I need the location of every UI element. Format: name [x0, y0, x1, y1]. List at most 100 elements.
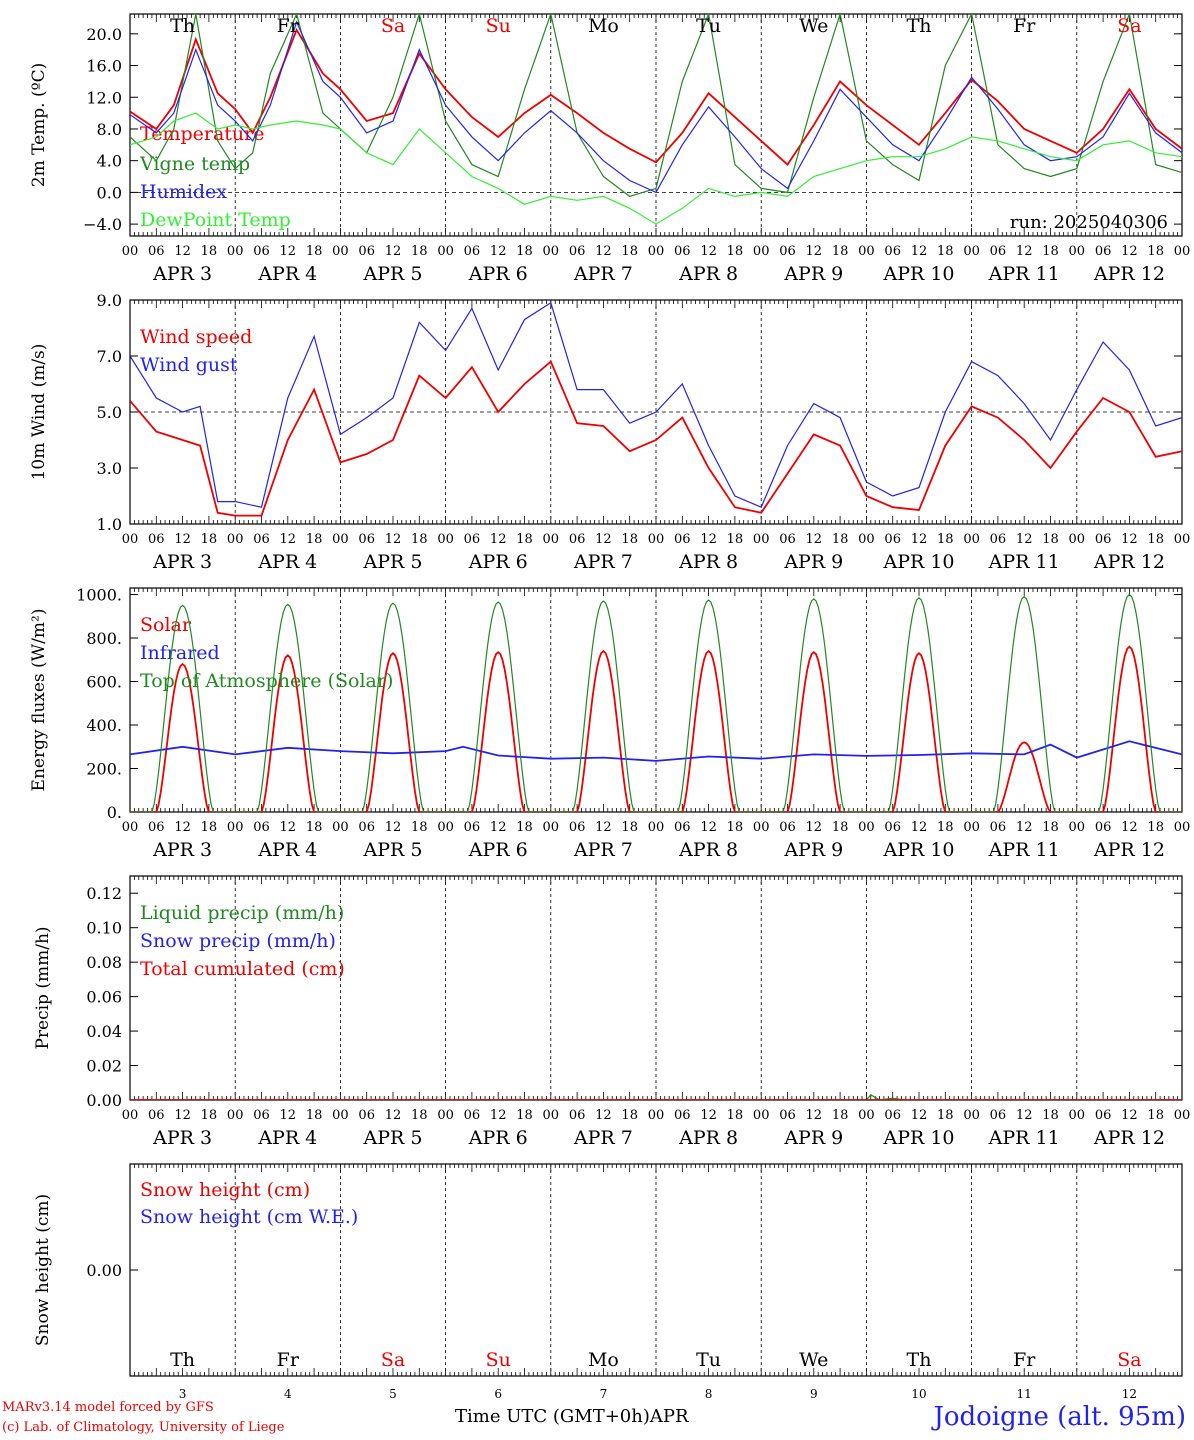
hour-tick-label: 00 [648, 820, 665, 835]
weekday-label-bottom: Mo [588, 1349, 619, 1371]
date-label: APR 7 [573, 263, 633, 285]
date-label: APR 12 [1093, 839, 1165, 861]
hour-tick-label: 18 [306, 244, 323, 259]
date-label: APR 8 [678, 263, 738, 285]
hour-tick-label: 12 [700, 244, 717, 259]
y-tick-label: 1000. [76, 586, 122, 605]
hour-tick-label: 00 [227, 532, 244, 547]
hour-tick-label: 12 [911, 1108, 928, 1123]
hour-tick-label: 18 [306, 1108, 323, 1123]
date-label: APR 8 [678, 551, 738, 573]
hour-tick-label: 18 [411, 532, 428, 547]
y-tick-label: 3.0 [97, 459, 122, 478]
date-label: APR 3 [152, 551, 212, 573]
hour-tick-label: 18 [621, 244, 638, 259]
series-line-vigne-temp [130, 14, 1182, 198]
date-label: APR 4 [257, 551, 317, 573]
hour-tick-label: 06 [674, 820, 691, 835]
hour-tick-label: 12 [385, 1108, 402, 1123]
legend-label: Top of Atmosphere (Solar) [140, 670, 393, 692]
hour-tick-label: 06 [569, 820, 586, 835]
series-line-infrared [130, 740, 1182, 762]
date-label: APR 3 [152, 839, 212, 861]
x-axis-title: Time UTC (GMT+0h) [455, 1406, 650, 1427]
hour-tick-label: 06 [779, 820, 796, 835]
date-label: APR 10 [882, 839, 954, 861]
hour-tick-label: 00 [1069, 1108, 1086, 1123]
hour-tick-label: 00 [963, 532, 980, 547]
hour-tick-label: 06 [1095, 820, 1112, 835]
weekday-label-bottom: Fr [277, 1349, 300, 1371]
day-number-label: 12 [1122, 1387, 1137, 1400]
date-label: APR 6 [468, 839, 528, 861]
date-label: APR 4 [257, 263, 317, 285]
hour-tick-label: 18 [832, 820, 849, 835]
weekday-label-bottom: We [799, 1349, 828, 1371]
hour-tick-label: 00 [1174, 1108, 1191, 1123]
hour-tick-label: 12 [1016, 1108, 1033, 1123]
date-label: APR 10 [882, 263, 954, 285]
hour-tick-label: 18 [1042, 1108, 1059, 1123]
hour-tick-label: 18 [411, 820, 428, 835]
hour-tick-label: 12 [1016, 532, 1033, 547]
hour-tick-label: 12 [595, 244, 612, 259]
hour-tick-label: 06 [358, 820, 375, 835]
date-label: APR 10 [882, 1127, 954, 1149]
hour-tick-label: 18 [411, 1108, 428, 1123]
meteogram-chart: 20.0 16.0 12.0 8.0 4.0 0.0 −4.0 2m Temp. (ºC) Te… [29, 13, 1191, 1400]
hour-tick-label: 18 [201, 532, 218, 547]
date-label: APR 12 [1093, 263, 1165, 285]
hour-tick-label: 06 [884, 1108, 901, 1123]
weekday-label-top: We [799, 15, 828, 37]
hour-tick-label: 12 [700, 820, 717, 835]
y-axis-title: Energy fluxes (W/m²) [29, 609, 49, 792]
weekday-label-bottom: Tu [696, 1349, 721, 1371]
hour-tick-label: 00 [437, 820, 454, 835]
hour-tick-label: 06 [779, 532, 796, 547]
hour-tick-label: 18 [937, 532, 954, 547]
hour-tick-label: 00 [1069, 244, 1086, 259]
date-label: APR 11 [988, 1127, 1060, 1149]
y-tick-label: 0.02 [86, 1057, 122, 1076]
location-label: Jodoigne (alt. 95m) [933, 1402, 1186, 1432]
y-tick-label: 1.0 [97, 515, 122, 534]
day-number-label: 3 [179, 1387, 187, 1400]
hour-tick-label: 12 [1121, 244, 1138, 259]
y-axis-title: Snow height (cm) [33, 1194, 53, 1346]
hour-tick-label: 18 [201, 820, 218, 835]
hour-tick-label: 18 [727, 244, 744, 259]
date-label: APR 7 [573, 551, 633, 573]
hour-tick-label: 00 [858, 820, 875, 835]
hour-tick-label: 00 [1174, 820, 1191, 835]
hour-tick-label: 06 [148, 532, 165, 547]
hour-tick-label: 00 [437, 1108, 454, 1123]
hour-tick-label: 00 [332, 1108, 349, 1123]
hour-tick-label: 18 [727, 1108, 744, 1123]
y-tick-label: 0.08 [86, 953, 122, 972]
weekday-label-bottom: Sa [381, 1349, 405, 1371]
series-line-wind-gust [130, 301, 1182, 508]
series-line-dewpoint-temp [130, 112, 1182, 225]
hour-tick-label: 18 [516, 820, 533, 835]
date-label: APR 11 [988, 551, 1060, 573]
hour-tick-label: 00 [332, 244, 349, 259]
hour-tick-label: 18 [1147, 244, 1164, 259]
weekday-label-top: Sa [1117, 15, 1141, 37]
hour-tick-label: 00 [858, 1108, 875, 1123]
legend-label: Liquid precip (mm/h) [140, 902, 344, 924]
hour-tick-label: 06 [1095, 244, 1112, 259]
hour-tick-label: 12 [1016, 244, 1033, 259]
date-label: APR 4 [257, 1127, 317, 1149]
y-tick-label: 12.0 [86, 88, 122, 107]
hour-tick-label: 12 [595, 532, 612, 547]
legend-label: Total cumulated (cm) [140, 958, 345, 980]
weekday-label-top: Fr [1013, 15, 1036, 37]
date-label: APR 3 [152, 263, 212, 285]
hour-tick-label: 00 [437, 244, 454, 259]
hour-tick-label: 12 [911, 820, 928, 835]
hour-tick-label: 00 [648, 244, 665, 259]
hour-tick-label: 00 [227, 244, 244, 259]
hour-tick-label: 18 [621, 532, 638, 547]
y-tick-label: 0. [107, 803, 122, 822]
hour-tick-label: 12 [1121, 1108, 1138, 1123]
